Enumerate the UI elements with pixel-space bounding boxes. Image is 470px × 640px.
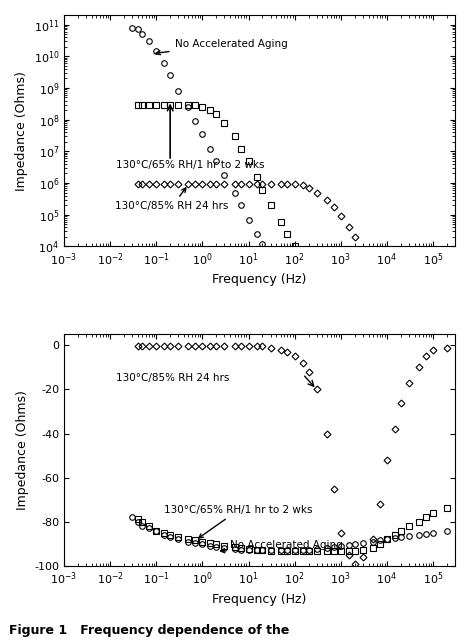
Text: 130°C/65% RH/1 hr to 2 wks: 130°C/65% RH/1 hr to 2 wks [164, 505, 313, 538]
Text: Figure 1   Frequency dependence of the: Figure 1 Frequency dependence of the [9, 624, 290, 637]
X-axis label: Frequency (Hz): Frequency (Hz) [212, 273, 307, 287]
Text: No Accelerated Aging: No Accelerated Aging [220, 540, 343, 553]
Text: No Accelerated Aging: No Accelerated Aging [156, 38, 287, 55]
X-axis label: Frequency (Hz): Frequency (Hz) [212, 593, 307, 606]
Text: 130°C/85% RH 24 hrs: 130°C/85% RH 24 hrs [116, 188, 229, 211]
Y-axis label: Impedance (Ohms): Impedance (Ohms) [15, 71, 28, 191]
Y-axis label: Impedance (Ohms): Impedance (Ohms) [16, 390, 29, 510]
Text: 130°C/85% RH 24 hrs: 130°C/85% RH 24 hrs [116, 372, 229, 383]
Text: 130°C/65% RH/1 hr to 2 wks: 130°C/65% RH/1 hr to 2 wks [116, 160, 265, 170]
